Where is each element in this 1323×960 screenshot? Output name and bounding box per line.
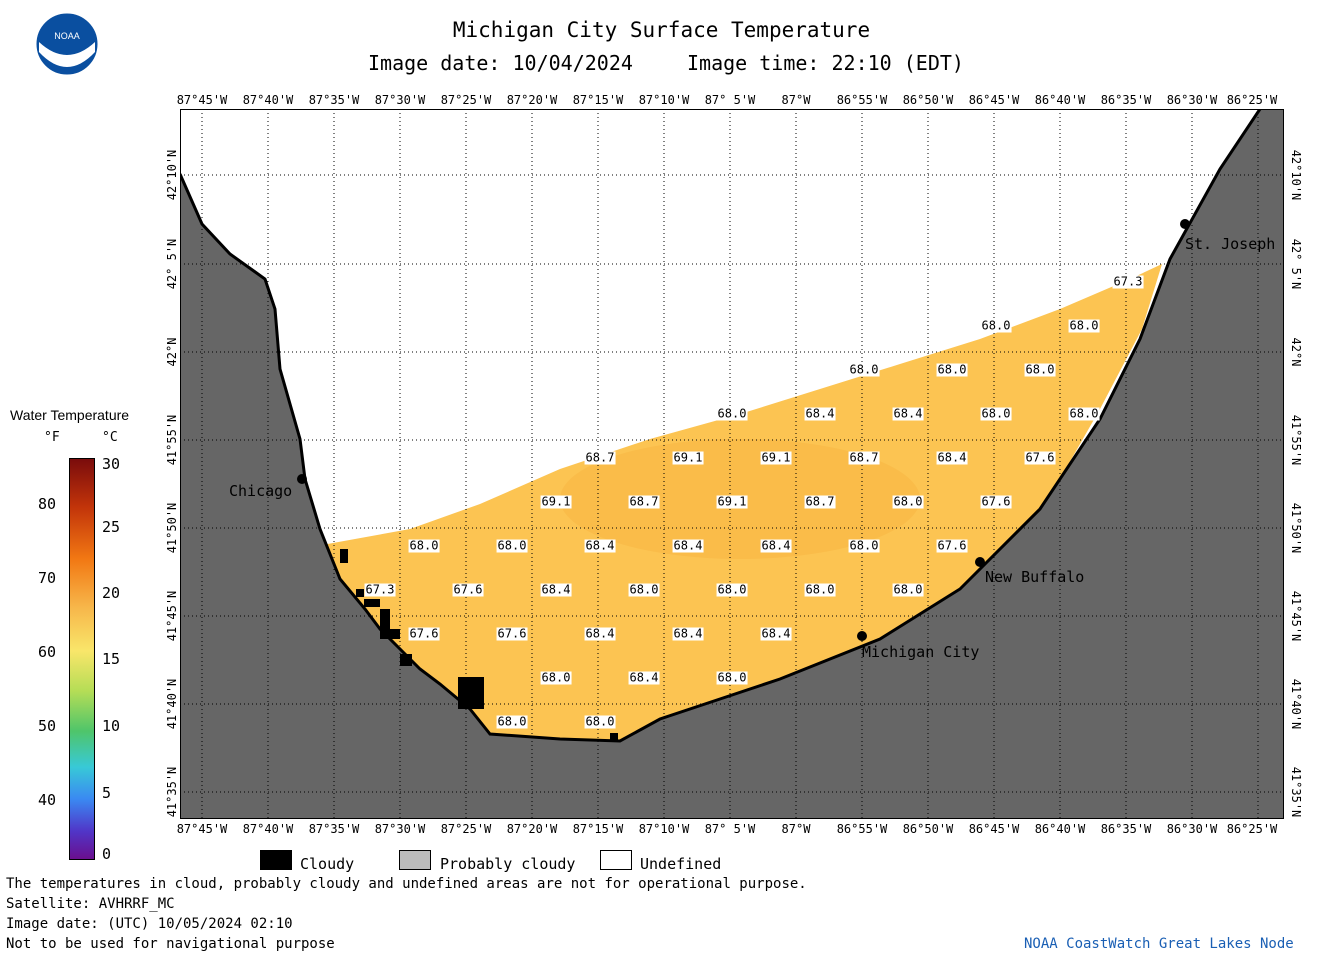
- color-scale-bar: [69, 458, 95, 860]
- temp-label: 68.0: [980, 406, 1012, 421]
- satellite: Satellite: AVHRRF_MC: [6, 896, 175, 912]
- nav-disclaimer: Not to be used for navigational purpose: [6, 936, 335, 952]
- cloud-pixels: [340, 549, 618, 741]
- temp-label: 68.4: [672, 626, 704, 641]
- legend-unit-c: °C: [102, 430, 118, 445]
- undefined-swatch: [600, 850, 632, 870]
- temp-label: 68.0: [892, 494, 924, 509]
- temp-label: 68.4: [584, 626, 616, 641]
- temp-label: 68.4: [672, 538, 704, 553]
- temp-label: 68.0: [1068, 406, 1100, 421]
- temp-label: 68.7: [804, 494, 836, 509]
- temp-label: 68.0: [980, 318, 1012, 333]
- temp-label: 68.0: [936, 362, 968, 377]
- probably-cloudy-label: Probably cloudy: [440, 855, 576, 873]
- image-time: Image time: 22:10 (EDT): [687, 51, 964, 75]
- temp-label: 68.0: [408, 538, 440, 553]
- st-joseph-dot: [1180, 219, 1190, 229]
- temp-label: 68.0: [496, 714, 528, 729]
- temp-label: 68.0: [716, 670, 748, 685]
- temp-label: 68.4: [936, 450, 968, 465]
- temp-label: 67.6: [452, 582, 484, 597]
- chicago-dot: [297, 474, 307, 484]
- temp-label: 69.1: [716, 494, 748, 509]
- temp-label: 69.1: [760, 450, 792, 465]
- temp-label: 68.0: [716, 582, 748, 597]
- image-date: Image date: 10/04/2024: [368, 51, 633, 75]
- temp-label: 68.4: [760, 538, 792, 553]
- probably-cloudy-swatch: [399, 850, 431, 870]
- temp-label: 67.6: [496, 626, 528, 641]
- cloudy-swatch: [260, 850, 292, 870]
- temp-label: 67.6: [980, 494, 1012, 509]
- temp-label: 68.4: [584, 538, 616, 553]
- temp-label: 68.4: [540, 582, 572, 597]
- legend-title: Water Temperature: [10, 407, 130, 423]
- temp-label: 68.0: [848, 538, 880, 553]
- temp-label: 68.0: [628, 582, 660, 597]
- city-label-new-buffalo: New Buffalo: [985, 568, 1085, 586]
- temp-label: 67.6: [1024, 450, 1056, 465]
- temp-label: 68.0: [496, 538, 528, 553]
- city-label-michigan-city: Michigan City: [862, 643, 980, 661]
- temp-label: 68.0: [848, 362, 880, 377]
- temp-label: 67.6: [408, 626, 440, 641]
- temp-label: 68.7: [584, 450, 616, 465]
- land-west: [180, 109, 1284, 819]
- utc-date: Image date: (UTC) 10/05/2024 02:10: [6, 916, 293, 932]
- temp-label: 68.4: [892, 406, 924, 421]
- disclaimer: The temperatures in cloud, probably clou…: [6, 876, 807, 892]
- temp-label: 68.0: [716, 406, 748, 421]
- temp-label: 68.0: [584, 714, 616, 729]
- map-area: [180, 109, 1284, 819]
- temp-label: 68.4: [804, 406, 836, 421]
- cloudy-label: Cloudy: [300, 855, 355, 873]
- city-label-chicago: Chicago: [229, 482, 293, 500]
- temp-label: 68.0: [1068, 318, 1100, 333]
- temp-label: 67.3: [1112, 274, 1144, 289]
- noaa-logo: NOAA: [35, 12, 99, 76]
- svg-text:NOAA: NOAA: [54, 31, 80, 41]
- temp-label: 68.4: [628, 670, 660, 685]
- temp-label: 67.3: [364, 582, 396, 597]
- temp-label: 68.0: [540, 670, 572, 685]
- new-buffalo-dot: [975, 557, 985, 567]
- temp-label: 68.4: [760, 626, 792, 641]
- city-label-st-joseph: St. Joseph: [1185, 235, 1276, 253]
- temp-label: 68.7: [628, 494, 660, 509]
- temp-label: 68.0: [1024, 362, 1056, 377]
- undefined-label: Undefined: [640, 855, 722, 873]
- map-title: Michigan City Surface Temperature: [452, 18, 871, 42]
- temp-label: 68.0: [892, 582, 924, 597]
- temp-label: 69.1: [672, 450, 704, 465]
- temp-label: 68.7: [848, 450, 880, 465]
- temp-label: 67.6: [936, 538, 968, 553]
- credit: NOAA CoastWatch Great Lakes Node: [1024, 936, 1294, 952]
- temp-label: 68.0: [804, 582, 836, 597]
- michigan-city-dot: [857, 631, 867, 641]
- graticule: [180, 109, 1284, 819]
- temp-label: 69.1: [540, 494, 572, 509]
- legend-unit-f: °F: [44, 430, 60, 445]
